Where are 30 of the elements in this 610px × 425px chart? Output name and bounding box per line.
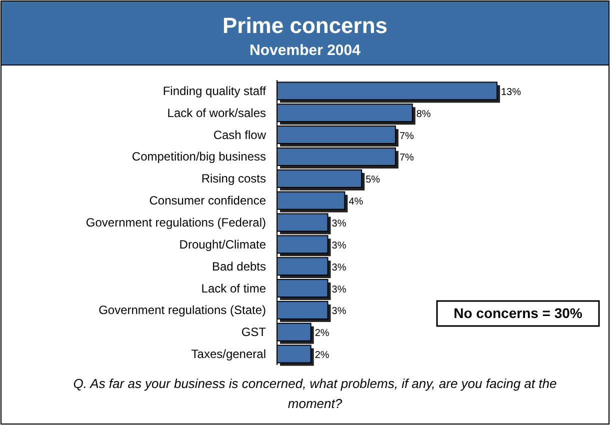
annotation: No concerns = 30% bbox=[454, 305, 583, 321]
y-tick-label: Consumer confidence bbox=[149, 194, 266, 208]
y-tick-label: Drought/Climate bbox=[179, 237, 266, 252]
y-tick-label: Competition/big business bbox=[132, 150, 266, 164]
y-tick-label: Rising costs bbox=[201, 172, 266, 186]
y-tick-label: Government regulations (Federal) bbox=[86, 216, 266, 230]
y-tick-label: Government regulations (State) bbox=[98, 303, 266, 318]
data-label: 3% bbox=[332, 240, 346, 252]
data-label: 7% bbox=[399, 130, 414, 142]
y-tick-label: Bad debts bbox=[212, 259, 266, 274]
data-label: 3% bbox=[332, 218, 346, 230]
data-label: 3% bbox=[332, 284, 346, 296]
y-tick-label: Taxes/general bbox=[191, 347, 266, 362]
data-label: 4% bbox=[348, 196, 364, 208]
data-label: 13% bbox=[501, 86, 522, 98]
y-tick-label: Cash flow bbox=[213, 128, 266, 142]
data-label: 3% bbox=[332, 262, 346, 274]
data-label: 2% bbox=[314, 328, 330, 340]
y-tick-label: Finding quality staff bbox=[162, 84, 267, 98]
data-label: 3% bbox=[332, 306, 346, 318]
data-label: 7% bbox=[399, 152, 414, 164]
data-label: 2% bbox=[314, 350, 330, 362]
data-label: 5% bbox=[366, 174, 380, 186]
y-tick-label: Lack of work/sales bbox=[167, 106, 266, 120]
data-label: 8% bbox=[416, 108, 431, 120]
y-tick-label: Lack of time bbox=[201, 281, 266, 296]
text: Q. As far as your business is concerned, what problems, if any, are you facing at the moment? bbox=[72, 375, 558, 413]
chart-title: Prime concerns bbox=[222, 13, 388, 38]
chart-subtitle: November 2004 bbox=[250, 42, 362, 59]
y-tick-label: GST bbox=[241, 325, 267, 340]
